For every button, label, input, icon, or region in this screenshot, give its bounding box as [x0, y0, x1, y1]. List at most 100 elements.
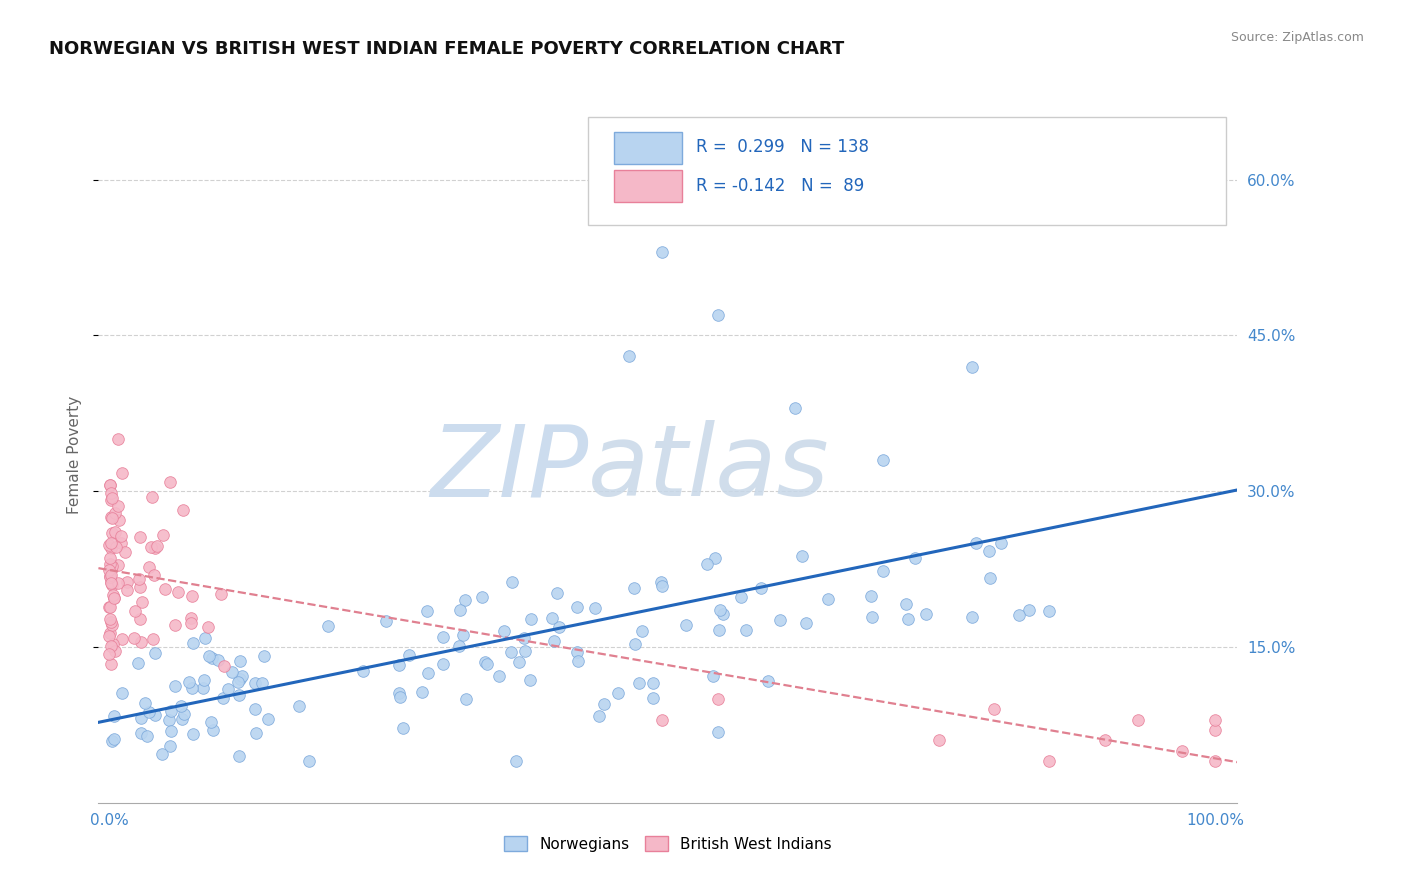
Point	[1038, 754, 1060, 768]
Point	[257, 713, 280, 727]
Point	[567, 654, 589, 668]
Point	[100, 570, 122, 584]
Point	[859, 589, 882, 603]
Text: Source: ZipAtlas.com: Source: ZipAtlas.com	[1230, 31, 1364, 45]
Point	[983, 702, 1005, 716]
Point	[229, 673, 252, 687]
Point	[180, 611, 202, 625]
Point	[217, 681, 239, 696]
Point	[453, 627, 475, 641]
Point	[709, 603, 731, 617]
Text: NORWEGIAN VS BRITISH WEST INDIAN FEMALE POVERTY CORRELATION CHART: NORWEGIAN VS BRITISH WEST INDIAN FEMALE …	[49, 40, 845, 58]
Point	[607, 686, 630, 700]
Point	[194, 631, 217, 645]
Point	[131, 595, 153, 609]
Point	[111, 632, 134, 646]
Point	[100, 510, 122, 524]
Point	[150, 747, 173, 762]
Point	[108, 513, 131, 527]
Point	[1018, 603, 1040, 617]
Point	[1171, 744, 1194, 758]
Point	[651, 713, 673, 727]
Point	[107, 499, 129, 513]
Point	[513, 631, 536, 645]
Point	[110, 529, 132, 543]
Point	[1094, 733, 1116, 747]
Point	[180, 615, 202, 630]
Point	[541, 610, 564, 624]
Y-axis label: Female Poverty: Female Poverty	[67, 396, 83, 514]
Point	[169, 698, 191, 713]
Point	[143, 707, 166, 722]
Point	[415, 604, 437, 618]
Point	[287, 698, 309, 713]
Point	[100, 486, 122, 500]
Point	[505, 754, 527, 768]
Point	[897, 612, 920, 626]
Point	[454, 593, 477, 607]
Point	[475, 657, 498, 671]
Point	[128, 572, 150, 586]
Point	[200, 715, 222, 730]
Point	[391, 721, 413, 735]
Point	[583, 601, 606, 615]
Point	[474, 655, 496, 669]
Point	[872, 453, 894, 467]
Point	[129, 635, 152, 649]
Point	[117, 583, 139, 598]
Point	[143, 568, 166, 582]
Point	[193, 673, 215, 687]
Text: atlas: atlas	[588, 420, 830, 517]
Point	[1126, 713, 1149, 727]
Point	[172, 503, 194, 517]
Point	[696, 558, 718, 572]
Point	[1204, 713, 1226, 727]
Point	[250, 676, 273, 690]
Point	[792, 549, 814, 563]
Point	[101, 491, 124, 505]
Point	[152, 528, 174, 542]
Point	[98, 647, 121, 661]
Point	[101, 525, 124, 540]
Point	[100, 576, 122, 591]
Point	[914, 607, 936, 622]
Point	[623, 581, 645, 595]
Point	[513, 644, 536, 658]
Point	[103, 732, 125, 747]
Point	[894, 597, 917, 611]
Point	[543, 633, 565, 648]
Point	[389, 690, 412, 705]
Point	[228, 688, 250, 702]
Point	[200, 650, 222, 665]
Point	[977, 544, 1000, 558]
Point	[769, 613, 792, 627]
Point	[702, 669, 724, 683]
Point	[706, 308, 728, 322]
Point	[449, 603, 471, 617]
Point	[703, 550, 725, 565]
Point	[104, 506, 127, 520]
Point	[565, 645, 588, 659]
Point	[860, 610, 883, 624]
Point	[98, 550, 121, 565]
Point	[226, 674, 249, 689]
Point	[965, 536, 987, 550]
Point	[124, 632, 146, 646]
Point	[138, 706, 160, 720]
Point	[492, 624, 515, 639]
Point	[159, 475, 181, 490]
Point	[211, 691, 233, 706]
Point	[100, 559, 122, 574]
Point	[198, 648, 221, 663]
Point	[756, 674, 779, 689]
Point	[143, 647, 166, 661]
Point	[100, 734, 122, 748]
Point	[245, 726, 267, 740]
Point	[519, 612, 541, 626]
Point	[101, 588, 124, 602]
Point	[960, 610, 983, 624]
Point	[352, 664, 374, 678]
Point	[104, 541, 127, 555]
Point	[675, 618, 697, 632]
Point	[191, 681, 214, 695]
